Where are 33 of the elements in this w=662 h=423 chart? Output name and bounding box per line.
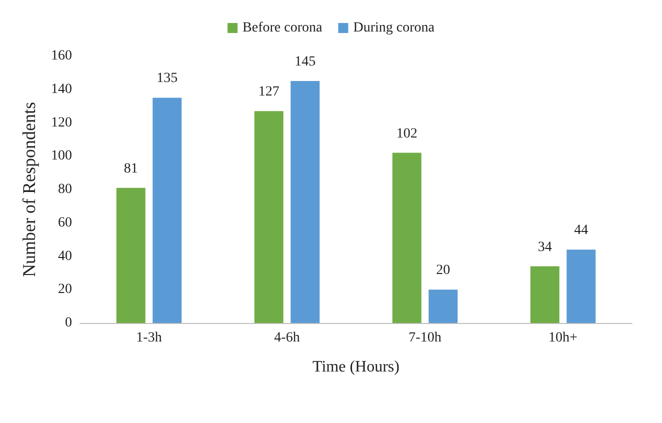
y-tick-label: 40 — [58, 248, 72, 264]
data-label: 81 — [124, 161, 138, 176]
data-label: 20 — [436, 263, 450, 278]
bar — [392, 152, 422, 323]
legend-label: During corona — [353, 20, 436, 36]
data-label: 44 — [574, 223, 588, 238]
x-tick-label: 1-3h — [136, 330, 162, 346]
x-tick-label: 4-6h — [274, 330, 300, 346]
data-label: 135 — [156, 71, 178, 86]
y-axis-title: Number of Respondents — [19, 102, 39, 277]
y-tick-label: 60 — [58, 215, 72, 230]
x-tick-label: 7-10h — [408, 330, 442, 346]
bar — [530, 266, 560, 323]
bar — [290, 81, 320, 323]
bar — [254, 111, 284, 323]
y-tick-label: 100 — [51, 148, 72, 164]
x-axis-title: Time (Hours) — [312, 358, 400, 376]
bar — [428, 290, 458, 323]
y-tick-label: 160 — [51, 48, 72, 64]
y-tick-label: 80 — [58, 182, 72, 197]
y-tick-label: 140 — [51, 82, 72, 97]
bar — [152, 98, 182, 323]
y-tick-label: 120 — [51, 115, 72, 130]
data-label: 145 — [294, 54, 316, 70]
bar — [116, 188, 146, 323]
x-tick-label: 10h+ — [548, 330, 578, 346]
y-tick-label: 0 — [65, 316, 72, 330]
data-label: 34 — [538, 240, 552, 255]
data-label: 127 — [258, 84, 280, 100]
y-tick-label: 20 — [58, 282, 72, 298]
bar — [566, 250, 596, 323]
data-label: 102 — [396, 126, 418, 142]
legend-label: Before corona — [242, 20, 323, 36]
